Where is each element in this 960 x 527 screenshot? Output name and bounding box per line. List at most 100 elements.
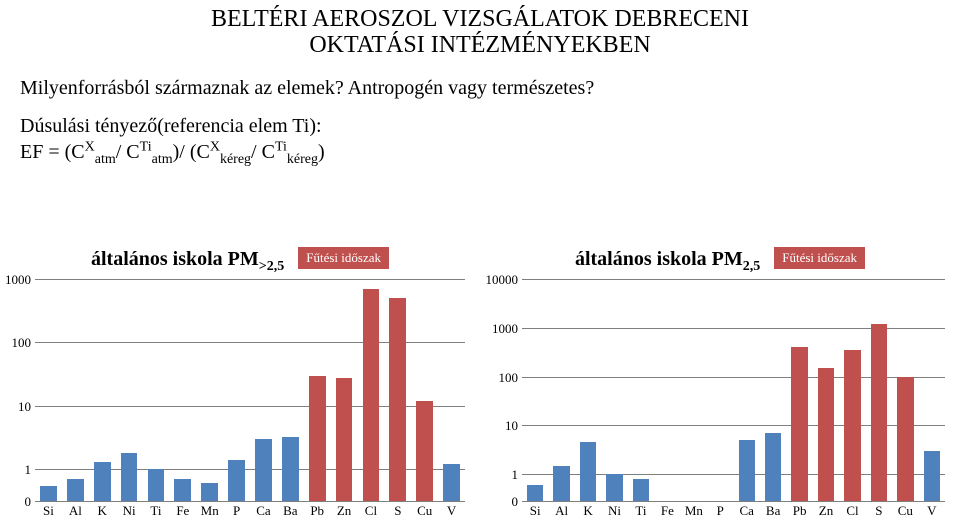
chart-right-x-tick-label: Ca xyxy=(734,503,760,519)
chart-right-bar xyxy=(844,350,860,501)
chart-left-bar xyxy=(363,289,380,501)
chart-right-x-tick-label: Ba xyxy=(760,503,786,519)
chart-left-y-tick-label: 10 xyxy=(18,399,35,415)
chart-right-bar xyxy=(633,479,649,501)
chart-left-bar-slot xyxy=(304,279,331,501)
chart-left-x-tick-label: Si xyxy=(35,503,62,519)
page: BELTÉRI AEROSZOL VIZSGÁLATOK DEBRECENI O… xyxy=(0,6,960,527)
chart-right-x-tick-label: K xyxy=(575,503,601,519)
enrichment-formula: Dúsulási tényező(referencia elem Ti): EF… xyxy=(20,114,960,169)
chart-left-bar xyxy=(443,464,460,501)
chart-left-bar xyxy=(309,376,326,501)
chart-right-y-tick-label: 10000 xyxy=(486,272,523,288)
chart-left-y-tick-label: 1 xyxy=(25,462,36,478)
chart-right-bar xyxy=(580,442,596,501)
chart-left-bar-slot xyxy=(411,279,438,501)
chart-left-bar-slot xyxy=(62,279,89,501)
chart-right-bar-slot xyxy=(892,279,918,501)
chart-left-x-tick-label: K xyxy=(89,503,116,519)
chart-right-bar-slot xyxy=(786,279,812,501)
chart-left-bar xyxy=(40,486,57,501)
chart-left-bar-slot xyxy=(438,279,465,501)
chart-right-bar-slot xyxy=(654,279,680,501)
chart-left-bar-slot xyxy=(223,279,250,501)
charts-row: általános iskola PM>2,5 Fűtési időszak 1… xyxy=(0,247,960,527)
chart-right-y-tick-label: 1 xyxy=(512,467,523,483)
chart-right-title: általános iskola PM2,5 xyxy=(575,248,760,270)
chart-left-bar xyxy=(416,401,433,501)
chart-right-x-tick-label: Zn xyxy=(813,503,839,519)
chart-right: általános iskola PM2,5 Fűtési időszak 10… xyxy=(480,247,960,527)
chart-left-bar xyxy=(282,437,299,501)
formula-expression: EF = (CXatm/ CTiatm)/ (CXkéreg/ CTikéreg… xyxy=(20,141,325,163)
chart-right-bar-slot xyxy=(813,279,839,501)
chart-right-title-row: általános iskola PM2,5 Fűtési időszak xyxy=(480,247,960,275)
chart-right-x-tick-label: Mn xyxy=(681,503,707,519)
chart-left-title-row: általános iskola PM>2,5 Fűtési időszak xyxy=(0,247,480,275)
chart-right-bars xyxy=(522,279,945,501)
chart-right-x-tick-label: Fe xyxy=(654,503,680,519)
chart-right-x-tick-label: Al xyxy=(548,503,574,519)
chart-left-bar xyxy=(389,298,406,501)
chart-right-y-tick-label: 1000 xyxy=(492,321,522,337)
chart-left-x-tick-label: V xyxy=(438,503,465,519)
chart-right-gridline: 0 xyxy=(522,501,945,502)
chart-right-bar xyxy=(871,324,887,501)
chart-right-xaxis: SiAlKNiTiFeMnPCaBaPbZnClSCuV xyxy=(522,503,945,519)
chart-left-x-tick-label: Ti xyxy=(143,503,170,519)
chart-left-x-tick-label: P xyxy=(223,503,250,519)
title-line-1: BELTÉRI AEROSZOL VIZSGÁLATOK DEBRECENI xyxy=(211,6,749,32)
chart-right-x-tick-label: S xyxy=(866,503,892,519)
chart-right-bar-slot xyxy=(734,279,760,501)
chart-right-x-tick-label: Si xyxy=(522,503,548,519)
chart-right-bar-slot xyxy=(601,279,627,501)
chart-left-bar xyxy=(67,479,84,501)
chart-right-bar-slot xyxy=(839,279,865,501)
chart-left-bars xyxy=(35,279,465,501)
chart-right-bar-slot xyxy=(919,279,945,501)
chart-left: általános iskola PM>2,5 Fűtési időszak 1… xyxy=(0,247,480,527)
page-title: BELTÉRI AEROSZOL VIZSGÁLATOK DEBRECENI O… xyxy=(40,6,920,59)
chart-left-bar-slot xyxy=(116,279,143,501)
chart-left-x-tick-label: Cu xyxy=(411,503,438,519)
chart-left-gridline: 0 xyxy=(35,501,465,502)
chart-right-x-tick-label: Ni xyxy=(601,503,627,519)
chart-left-bar xyxy=(148,469,165,501)
chart-right-bar-slot xyxy=(522,279,548,501)
chart-right-bar-slot xyxy=(681,279,707,501)
chart-left-x-tick-label: Ni xyxy=(116,503,143,519)
chart-right-bar xyxy=(791,347,807,501)
chart-left-y-tick-label: 1000 xyxy=(5,272,35,288)
chart-left-bar-slot xyxy=(143,279,170,501)
chart-left-bar-slot xyxy=(196,279,223,501)
chart-left-bar-slot xyxy=(169,279,196,501)
chart-right-plot: 1000010001001010 xyxy=(522,279,945,501)
chart-right-bar xyxy=(897,377,913,501)
source-question: Milyenforrásból származnak az elemek? An… xyxy=(20,77,960,100)
chart-left-bar-slot xyxy=(35,279,62,501)
chart-left-x-tick-label: Al xyxy=(62,503,89,519)
chart-left-plot: 10001001010 xyxy=(35,279,465,501)
chart-left-bar xyxy=(121,453,138,501)
chart-right-x-tick-label: Cl xyxy=(839,503,865,519)
chart-right-bar xyxy=(527,485,543,501)
chart-left-bar xyxy=(228,460,245,501)
chart-left-bar xyxy=(336,378,353,502)
chart-right-y-tick-label: 0 xyxy=(512,494,523,510)
chart-right-bar xyxy=(765,433,781,501)
chart-right-x-tick-label: P xyxy=(707,503,733,519)
formula-intro: Dúsulási tényező(referencia elem Ti): xyxy=(20,115,322,137)
chart-left-bar-slot xyxy=(89,279,116,501)
chart-left-bar xyxy=(201,483,218,501)
chart-right-x-tick-label: Pb xyxy=(786,503,812,519)
chart-left-badge: Fűtési időszak xyxy=(298,247,389,269)
chart-right-bar xyxy=(818,368,834,501)
chart-left-bar-slot xyxy=(384,279,411,501)
chart-left-x-tick-label: Zn xyxy=(331,503,358,519)
chart-right-bar xyxy=(606,474,622,501)
chart-right-bar xyxy=(739,440,755,501)
chart-right-badge: Fűtési időszak xyxy=(774,247,865,269)
chart-left-bar xyxy=(94,462,111,501)
chart-right-x-tick-label: Cu xyxy=(892,503,918,519)
chart-left-x-tick-label: Ca xyxy=(250,503,277,519)
